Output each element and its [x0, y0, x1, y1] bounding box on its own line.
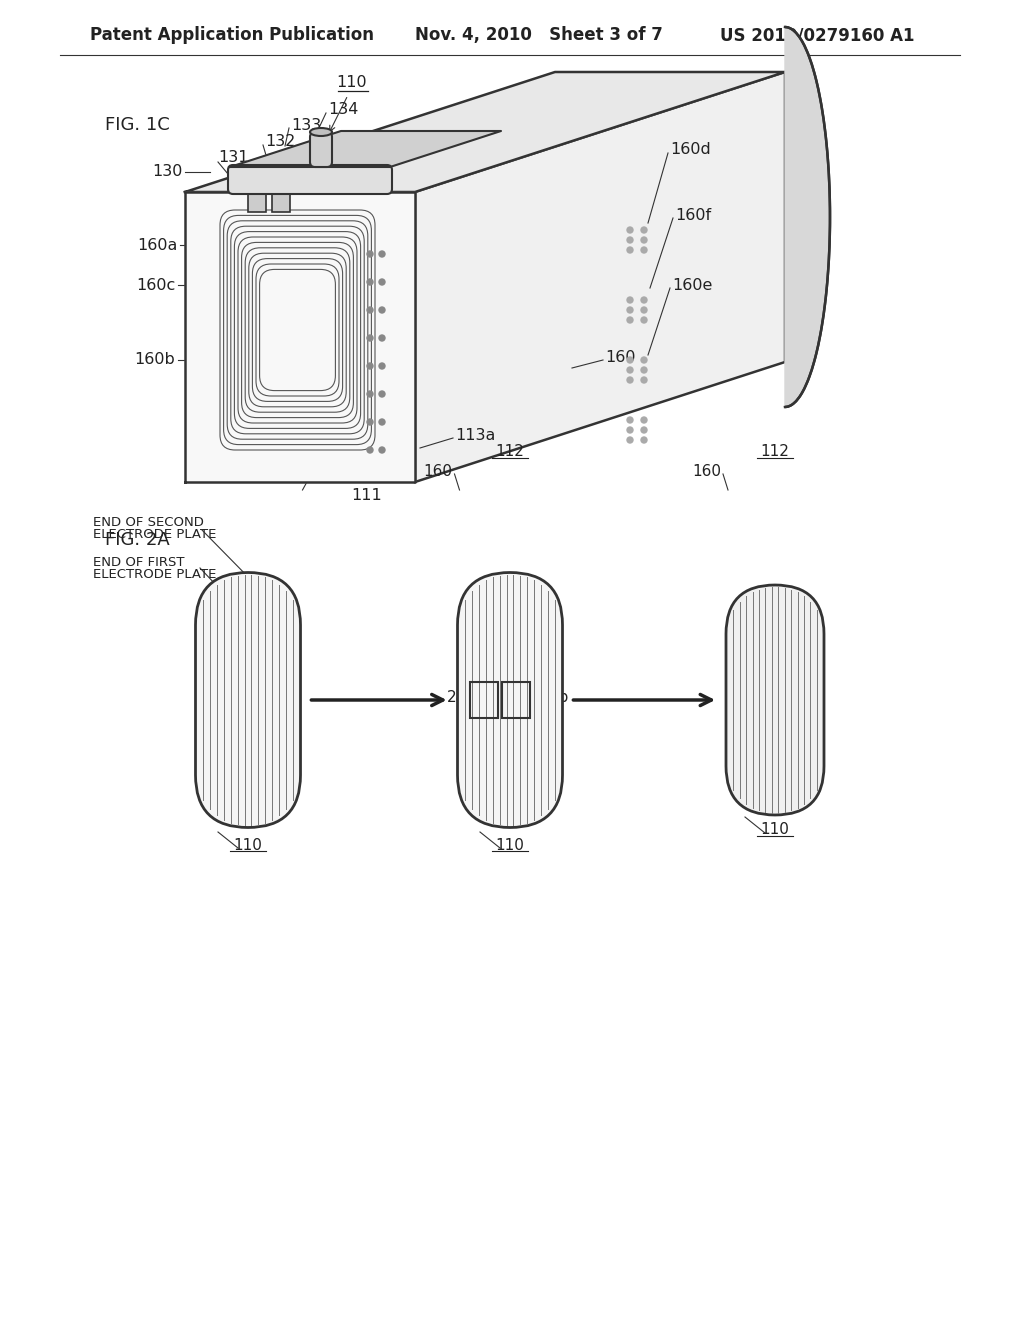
FancyBboxPatch shape: [248, 191, 266, 213]
Text: 160a: 160a: [137, 238, 178, 252]
Polygon shape: [785, 26, 830, 407]
Circle shape: [627, 437, 633, 444]
Polygon shape: [185, 191, 415, 482]
Text: 160: 160: [424, 465, 453, 479]
Text: 112: 112: [233, 445, 262, 459]
FancyBboxPatch shape: [726, 585, 824, 814]
Text: 110: 110: [337, 75, 368, 90]
Text: 110: 110: [496, 837, 524, 853]
Text: END OF FIRST: END OF FIRST: [93, 556, 184, 569]
Text: 160c: 160c: [136, 277, 175, 293]
Circle shape: [641, 437, 647, 444]
Circle shape: [379, 335, 385, 341]
Circle shape: [367, 391, 373, 397]
Circle shape: [641, 367, 647, 374]
Circle shape: [367, 279, 373, 285]
Text: 160: 160: [315, 461, 344, 475]
Circle shape: [641, 227, 647, 234]
Text: 160d: 160d: [670, 143, 711, 157]
Circle shape: [641, 247, 647, 253]
Text: FIG. 1C: FIG. 1C: [105, 116, 170, 135]
Circle shape: [379, 447, 385, 453]
Text: FIG. 2A: FIG. 2A: [105, 531, 170, 549]
FancyBboxPatch shape: [272, 191, 290, 213]
Text: 160b: 160b: [134, 352, 175, 367]
Polygon shape: [230, 131, 501, 168]
Circle shape: [379, 308, 385, 313]
Circle shape: [641, 238, 647, 243]
Polygon shape: [415, 73, 785, 482]
Circle shape: [379, 418, 385, 425]
FancyBboxPatch shape: [196, 573, 300, 828]
FancyBboxPatch shape: [228, 165, 392, 194]
Circle shape: [367, 418, 373, 425]
Text: 130: 130: [153, 165, 183, 180]
Circle shape: [367, 308, 373, 313]
Circle shape: [379, 251, 385, 257]
Circle shape: [641, 356, 647, 363]
Text: 113a: 113a: [455, 428, 496, 442]
Text: 2a: 2a: [447, 690, 466, 705]
Text: ELECTRODE PLATE: ELECTRODE PLATE: [93, 528, 216, 540]
Circle shape: [379, 279, 385, 285]
Text: Patent Application Publication: Patent Application Publication: [90, 26, 374, 44]
Circle shape: [367, 251, 373, 257]
Text: 2b: 2b: [550, 690, 569, 705]
Text: 160e: 160e: [672, 277, 713, 293]
Circle shape: [627, 378, 633, 383]
Text: 110: 110: [233, 837, 262, 853]
Text: Nov. 4, 2010   Sheet 3 of 7: Nov. 4, 2010 Sheet 3 of 7: [415, 26, 663, 44]
Circle shape: [627, 247, 633, 253]
Text: ELECTRODE PLATE: ELECTRODE PLATE: [93, 568, 216, 581]
Text: 111: 111: [351, 488, 382, 503]
Text: 131: 131: [218, 150, 249, 165]
Circle shape: [379, 391, 385, 397]
Circle shape: [367, 363, 373, 370]
Circle shape: [641, 417, 647, 422]
Ellipse shape: [310, 128, 332, 136]
Circle shape: [627, 238, 633, 243]
Circle shape: [641, 297, 647, 304]
Circle shape: [627, 356, 633, 363]
Polygon shape: [185, 73, 785, 191]
Text: 132: 132: [265, 135, 295, 149]
Text: 112: 112: [496, 445, 524, 459]
Circle shape: [641, 308, 647, 313]
Text: END OF SECOND: END OF SECOND: [93, 516, 204, 528]
Circle shape: [627, 367, 633, 374]
Circle shape: [641, 426, 647, 433]
Circle shape: [627, 417, 633, 422]
Text: 165: 165: [793, 783, 822, 797]
FancyBboxPatch shape: [310, 132, 332, 168]
Circle shape: [627, 297, 633, 304]
Circle shape: [627, 308, 633, 313]
Text: 134: 134: [328, 103, 358, 117]
Circle shape: [627, 227, 633, 234]
Text: US 2010/0279160 A1: US 2010/0279160 A1: [720, 26, 914, 44]
Circle shape: [379, 363, 385, 370]
Text: 160: 160: [692, 465, 721, 479]
Circle shape: [641, 378, 647, 383]
Text: 112: 112: [761, 445, 790, 459]
Text: 110: 110: [761, 822, 790, 837]
Circle shape: [627, 426, 633, 433]
Circle shape: [367, 447, 373, 453]
Circle shape: [367, 335, 373, 341]
Text: 133: 133: [291, 117, 322, 132]
Text: 160: 160: [605, 350, 636, 364]
Circle shape: [641, 317, 647, 323]
Text: 160f: 160f: [675, 207, 711, 223]
Circle shape: [627, 317, 633, 323]
FancyBboxPatch shape: [458, 573, 562, 828]
